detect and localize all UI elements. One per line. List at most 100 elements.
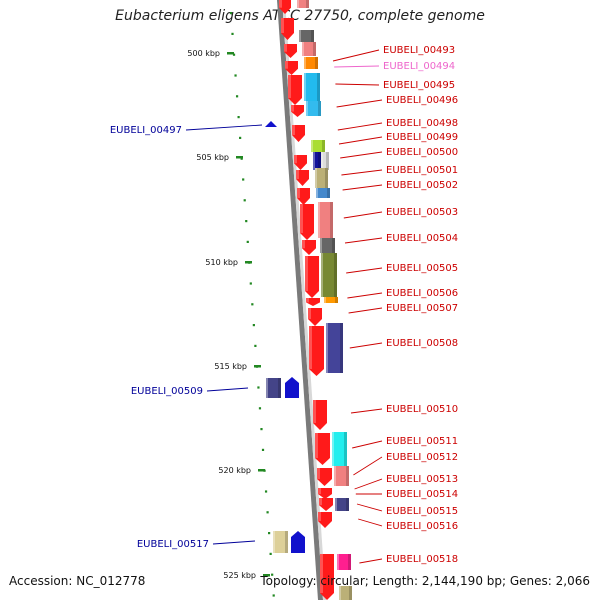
ruler-dot: [263, 469, 266, 472]
ruler-dot: [248, 261, 251, 264]
ruler-tick-label: 515 kbp: [214, 362, 247, 371]
forward-gene-arrow: [284, 44, 297, 58]
forward-gene-arrow: [308, 308, 322, 326]
ruler-dot: [239, 136, 242, 139]
gene-label: EUBELI_00500: [386, 147, 458, 158]
ruler-tick-label: 520 kbp: [218, 466, 251, 475]
ruler-dot: [232, 53, 236, 56]
label-leader-line: [349, 342, 383, 349]
label-leader-line: [332, 49, 380, 62]
gene-features: [265, 0, 352, 600]
ruler-dot: [229, 12, 233, 15]
gene-block: [297, 0, 309, 8]
gene-label: EUBELI_00494: [383, 61, 455, 72]
forward-gene-arrow: [306, 298, 320, 306]
gene-block: [335, 498, 349, 511]
ruler-dot: [272, 594, 275, 597]
ruler-tick-mark: [258, 469, 265, 472]
forward-gene-arrow: [291, 105, 304, 117]
gene-block: [318, 202, 333, 238]
gene-block: [266, 378, 281, 398]
gene-block: [299, 30, 314, 42]
ruler-dot: [271, 573, 274, 576]
gene-label: EUBELI_00509: [131, 386, 203, 397]
gene-block: [320, 238, 335, 253]
forward-gene-arrow: [315, 433, 330, 465]
ruler-dot: [240, 157, 243, 160]
ruler-tick-mark: [227, 52, 234, 55]
forward-gene-arrow: [279, 0, 291, 14]
ruler-tick-mark: [263, 574, 270, 577]
gene-block: [313, 152, 321, 170]
reverse-gene-arrow: [291, 531, 305, 553]
ruler-dot: [237, 116, 240, 119]
label-leader-line: [350, 408, 383, 414]
label-leader-line: [342, 184, 383, 191]
gene-label: EUBELI_00518: [386, 554, 458, 565]
ruler-dot: [252, 324, 255, 327]
gene-label: EUBELI_00510: [386, 404, 458, 415]
accession-text: Accession: NC_012778: [9, 574, 146, 588]
gene-label: EUBELI_00506: [386, 288, 458, 299]
gene-label: EUBELI_00503: [386, 207, 458, 218]
gene-block: [316, 188, 330, 198]
ruler-tick-label: 525 kbp: [223, 571, 256, 580]
label-leader-line: [348, 307, 383, 314]
ruler-tick-mark: [236, 156, 243, 159]
gene-block: [311, 140, 325, 152]
forward-gene-arrow: [305, 256, 319, 298]
gene-block: [306, 101, 321, 116]
forward-gene-arrow: [288, 75, 302, 105]
gene-block: [304, 57, 318, 69]
gene-label: EUBELI_00511: [386, 436, 458, 447]
gene-block: [337, 554, 351, 570]
label-leader-line: [356, 503, 383, 512]
gene-block: [339, 586, 352, 600]
gene-block: [324, 297, 338, 303]
label-leader-line: [206, 387, 249, 392]
label-leader-line: [185, 124, 263, 131]
label-leader-line: [344, 237, 383, 244]
forward-gene-arrow: [320, 554, 334, 600]
gene-block: [273, 531, 288, 553]
ruler-dot: [235, 95, 239, 98]
forward-gene-arrow: [317, 468, 332, 486]
forward-gene-arrow: [300, 204, 314, 240]
gene-label: EUBELI_00493: [383, 45, 455, 56]
map-title: Eubacterium eligens ATCC 27750, complete…: [115, 8, 485, 24]
gene-label: EUBELI_00495: [383, 80, 455, 91]
gene-block: [326, 323, 343, 373]
gene-label: EUBELI_00496: [386, 95, 458, 106]
ruler-tick-label: 500 kbp: [187, 49, 220, 58]
genome-stats-text: Topology: circular; Length: 2,144,190 bp…: [260, 574, 590, 588]
gene-label: EUBELI_00501: [386, 165, 458, 176]
forward-gene-arrow: [313, 400, 327, 430]
forward-gene-arrow: [297, 188, 310, 205]
forward-gene-arrow: [302, 240, 316, 255]
gene-label: EUBELI_00497: [110, 125, 182, 136]
gene-block: [304, 73, 320, 101]
ruler-dot: [266, 511, 269, 514]
label-leader-line: [343, 211, 383, 219]
forward-gene-arrow: [285, 61, 298, 75]
ruler-dot: [257, 386, 260, 389]
ruler-dot: [234, 74, 237, 77]
label-leader-line: [338, 136, 383, 145]
forward-gene-arrow: [318, 512, 332, 528]
gene-block: [302, 42, 316, 56]
label-leader-line: [340, 151, 383, 159]
gene-label: EUBELI_00513: [386, 474, 458, 485]
ruler-tick-label: 510 kbp: [205, 258, 238, 267]
forward-gene-arrow: [281, 18, 294, 40]
ruler-tick-label: 505 kbp: [196, 153, 229, 162]
forward-gene-arrow: [318, 488, 332, 499]
reverse-gene-arrow: [265, 121, 277, 127]
forward-gene-arrow: [319, 498, 333, 511]
gene-label: EUBELI_00499: [386, 132, 458, 143]
label-leader-line: [352, 440, 383, 449]
forward-gene-arrow: [296, 170, 309, 186]
ruler-dot: [255, 365, 259, 368]
ruler-dot: [246, 240, 249, 243]
label-leader-line: [336, 99, 383, 108]
